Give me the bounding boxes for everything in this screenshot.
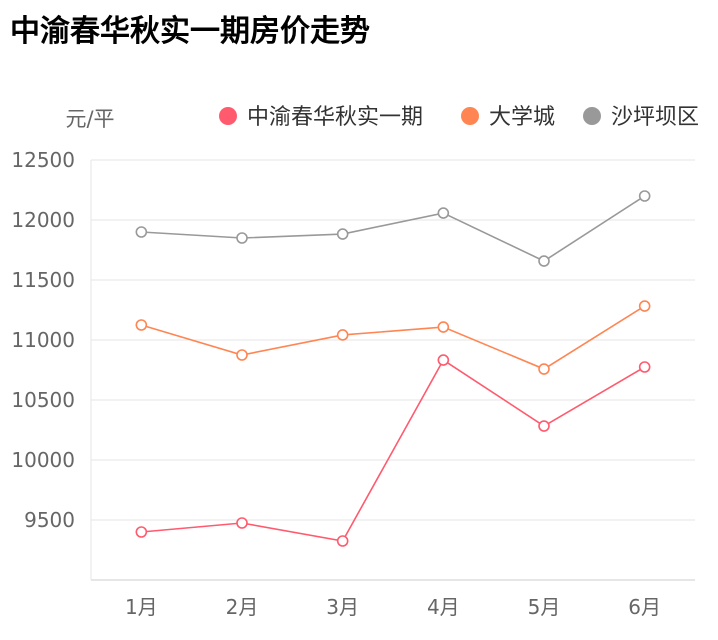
y-tick-label: 12500 [11, 148, 75, 172]
legend-marker [583, 107, 601, 125]
data-point [236, 232, 248, 244]
y-tick-label: 12000 [11, 208, 75, 232]
series-line [141, 195, 646, 262]
x-tick-label: 2月 [226, 595, 259, 619]
data-point [437, 321, 450, 333]
y-tick-label: 11000 [11, 328, 75, 352]
y-tick-label: 10500 [11, 388, 75, 412]
data-point [538, 255, 550, 267]
data-point [236, 349, 248, 361]
data-point [538, 363, 550, 375]
data-point [336, 228, 349, 240]
data-point [437, 354, 450, 366]
x-tick-label: 1月 [125, 595, 158, 619]
data-point [638, 361, 651, 373]
data-point [135, 319, 148, 331]
data-point [437, 207, 450, 219]
x-tick-label: 3月 [326, 595, 359, 619]
legend-label: 中渝春华秋实一期 [247, 105, 423, 130]
series-line [141, 305, 646, 370]
legend-marker [219, 107, 237, 125]
data-point [336, 535, 349, 547]
data-point [135, 526, 148, 538]
y-axis-label: 元/平 [65, 107, 114, 131]
y-tick-label: 9500 [24, 508, 75, 532]
data-point [638, 190, 651, 202]
data-point [236, 517, 248, 529]
data-point [135, 226, 148, 238]
data-point [638, 300, 651, 312]
data-point [336, 329, 349, 341]
y-tick-label: 10000 [11, 448, 75, 472]
x-tick-label: 5月 [528, 595, 561, 619]
x-tick-label: 4月 [427, 595, 460, 619]
legend-label: 沙坪坝区 [611, 105, 699, 130]
data-point [538, 420, 550, 432]
legend-label: 大学城 [489, 105, 555, 130]
legend-marker [461, 107, 479, 125]
chart-title: 中渝春华秋实一期房价走势 [10, 14, 370, 49]
series-line [141, 358, 646, 542]
x-tick-label: 6月 [628, 595, 661, 619]
y-tick-label: 11500 [11, 268, 75, 292]
